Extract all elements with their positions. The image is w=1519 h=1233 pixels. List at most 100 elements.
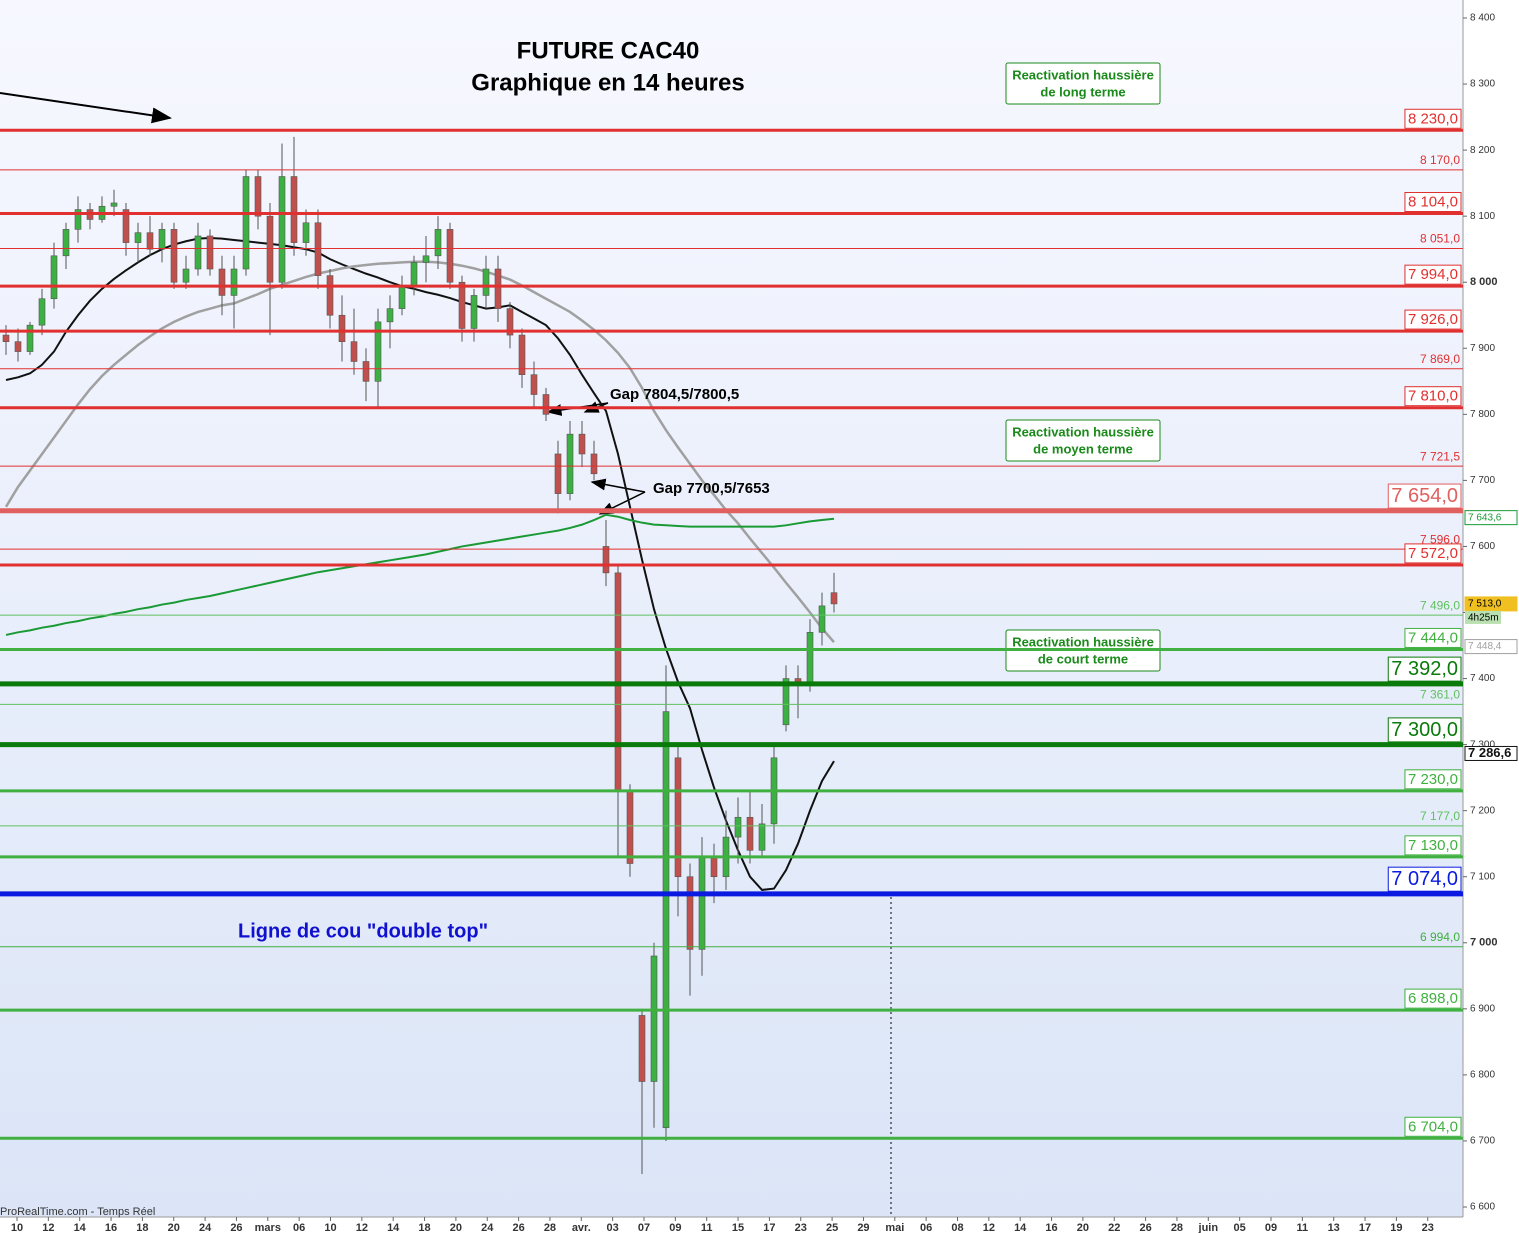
x-tick-label: 14 bbox=[387, 1222, 400, 1233]
level-label: 7 596,0 bbox=[1420, 532, 1460, 546]
x-tick-label: 16 bbox=[1045, 1222, 1057, 1233]
candle-body bbox=[674, 757, 682, 878]
candle-body bbox=[758, 823, 766, 851]
x-tick-label: 26 bbox=[512, 1222, 524, 1233]
candle-body bbox=[398, 285, 406, 309]
x-tick-label: 12 bbox=[983, 1222, 995, 1233]
candle-body bbox=[362, 361, 370, 382]
level-label: 6 994,0 bbox=[1420, 930, 1460, 944]
ma-line bbox=[5, 513, 835, 636]
x-tick-label: juin bbox=[1198, 1222, 1219, 1233]
candle-body bbox=[38, 298, 46, 326]
candle-body bbox=[134, 232, 142, 243]
level-label: 7 496,0 bbox=[1420, 598, 1460, 612]
level-label: 7 926,0 bbox=[1408, 311, 1458, 328]
candle-body bbox=[62, 229, 70, 257]
candle-body bbox=[26, 324, 34, 352]
candle-body bbox=[602, 546, 610, 574]
candle-body bbox=[782, 678, 790, 726]
gap-label: Gap 7804,5/7800,5 bbox=[610, 386, 739, 403]
x-tick-label: 20 bbox=[450, 1222, 462, 1233]
level-box bbox=[1404, 769, 1462, 790]
x-tick-label: avr. bbox=[572, 1222, 591, 1233]
candle-body bbox=[206, 235, 214, 270]
candle-body bbox=[146, 232, 154, 250]
y-tick-label: 7 800 bbox=[1470, 409, 1495, 420]
level-label: 7 392,0 bbox=[1391, 658, 1458, 680]
candle-body bbox=[74, 209, 82, 230]
candle-body bbox=[554, 453, 562, 494]
candle-body bbox=[578, 433, 586, 455]
x-tick-label: 12 bbox=[356, 1222, 368, 1233]
candle-body bbox=[542, 394, 550, 415]
chart-subtitle: Graphique en 14 heures bbox=[471, 69, 744, 96]
candle-body bbox=[746, 816, 754, 851]
x-tick-label: 11 bbox=[1297, 1222, 1309, 1233]
candle-body bbox=[458, 281, 466, 329]
price-tag-label: 7 513,0 bbox=[1468, 599, 1502, 610]
candle-body bbox=[14, 341, 22, 352]
x-tick-label: 15 bbox=[732, 1222, 744, 1233]
level-box bbox=[1404, 108, 1462, 129]
candle-body bbox=[278, 176, 286, 283]
price-tag bbox=[1464, 639, 1518, 655]
gap-label: Gap 7700,5/7653 bbox=[653, 480, 770, 497]
y-tick-label: 7 100 bbox=[1470, 871, 1495, 882]
x-tick-label: 18 bbox=[418, 1222, 430, 1233]
candle-body bbox=[494, 268, 502, 309]
x-tick-label: 17 bbox=[763, 1222, 775, 1233]
y-tick-label: 8 300 bbox=[1470, 79, 1495, 90]
note-box bbox=[1005, 419, 1161, 462]
x-tick-label: 24 bbox=[481, 1222, 494, 1233]
level-box bbox=[1387, 483, 1462, 509]
ma-line bbox=[4, 260, 835, 644]
level-label: 7 444,0 bbox=[1408, 629, 1458, 646]
candle-body bbox=[446, 229, 454, 283]
x-tick-label: 14 bbox=[74, 1222, 87, 1233]
x-tick-label: 10 bbox=[324, 1222, 336, 1233]
x-tick-label: 22 bbox=[1108, 1222, 1120, 1233]
source: ProRealTime.com - Temps Réel bbox=[0, 1206, 155, 1218]
y-tick-label: 6 600 bbox=[1470, 1202, 1495, 1213]
y-tick-label: 7 900 bbox=[1470, 343, 1495, 354]
candle-body bbox=[734, 816, 742, 838]
candle-body bbox=[626, 790, 634, 864]
candle-body bbox=[242, 176, 250, 270]
level-label: 7 721,5 bbox=[1420, 449, 1460, 463]
x-tick-label: mars bbox=[255, 1222, 281, 1233]
candle-body bbox=[698, 856, 706, 950]
x-tick-label: 23 bbox=[1422, 1222, 1434, 1233]
candle-body bbox=[470, 295, 478, 329]
level-label: 7 230,0 bbox=[1408, 771, 1458, 788]
arrow bbox=[590, 478, 646, 493]
candle-body bbox=[194, 235, 202, 270]
candle-body bbox=[110, 202, 118, 207]
plot bbox=[2, 136, 838, 1174]
level-box bbox=[1387, 717, 1462, 743]
candle-body bbox=[230, 268, 238, 296]
x-tick-label: 14 bbox=[1014, 1222, 1027, 1233]
x-tick-label: 20 bbox=[1077, 1222, 1089, 1233]
x-tick-label: 10 bbox=[11, 1222, 23, 1233]
x-tick-label: 29 bbox=[857, 1222, 869, 1233]
candle-body bbox=[182, 268, 190, 283]
candle-body bbox=[158, 229, 166, 250]
x-tick-label: 23 bbox=[795, 1222, 807, 1233]
x-tick-label: 19 bbox=[1390, 1222, 1402, 1233]
arrow bbox=[0, 92, 172, 124]
chart-title: FUTURE CAC40 bbox=[517, 37, 700, 64]
x-tick-label: 13 bbox=[1328, 1222, 1340, 1233]
candle-body bbox=[170, 229, 178, 283]
ma-line bbox=[5, 236, 835, 891]
neckline-label: Ligne de cou "double top" bbox=[238, 920, 488, 942]
candle-body bbox=[350, 341, 358, 362]
level-box bbox=[1387, 656, 1462, 682]
candle-body bbox=[566, 433, 574, 494]
x-tick-label: 11 bbox=[701, 1222, 713, 1233]
y-tick-label: 6 800 bbox=[1470, 1070, 1495, 1081]
x-tick-label: 28 bbox=[1171, 1222, 1183, 1233]
candle-body bbox=[338, 314, 346, 342]
x-tick-label: 17 bbox=[1359, 1222, 1371, 1233]
level-box bbox=[1404, 386, 1462, 407]
